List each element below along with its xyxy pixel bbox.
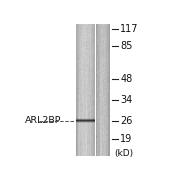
Text: 19: 19 [120,134,132,144]
Text: 48: 48 [120,74,132,84]
Text: ARL2BP: ARL2BP [25,116,62,125]
Text: 117: 117 [120,24,139,34]
Text: 26: 26 [120,116,132,126]
Text: 85: 85 [120,41,132,51]
Text: (kD): (kD) [115,149,134,158]
Text: 34: 34 [120,95,132,105]
